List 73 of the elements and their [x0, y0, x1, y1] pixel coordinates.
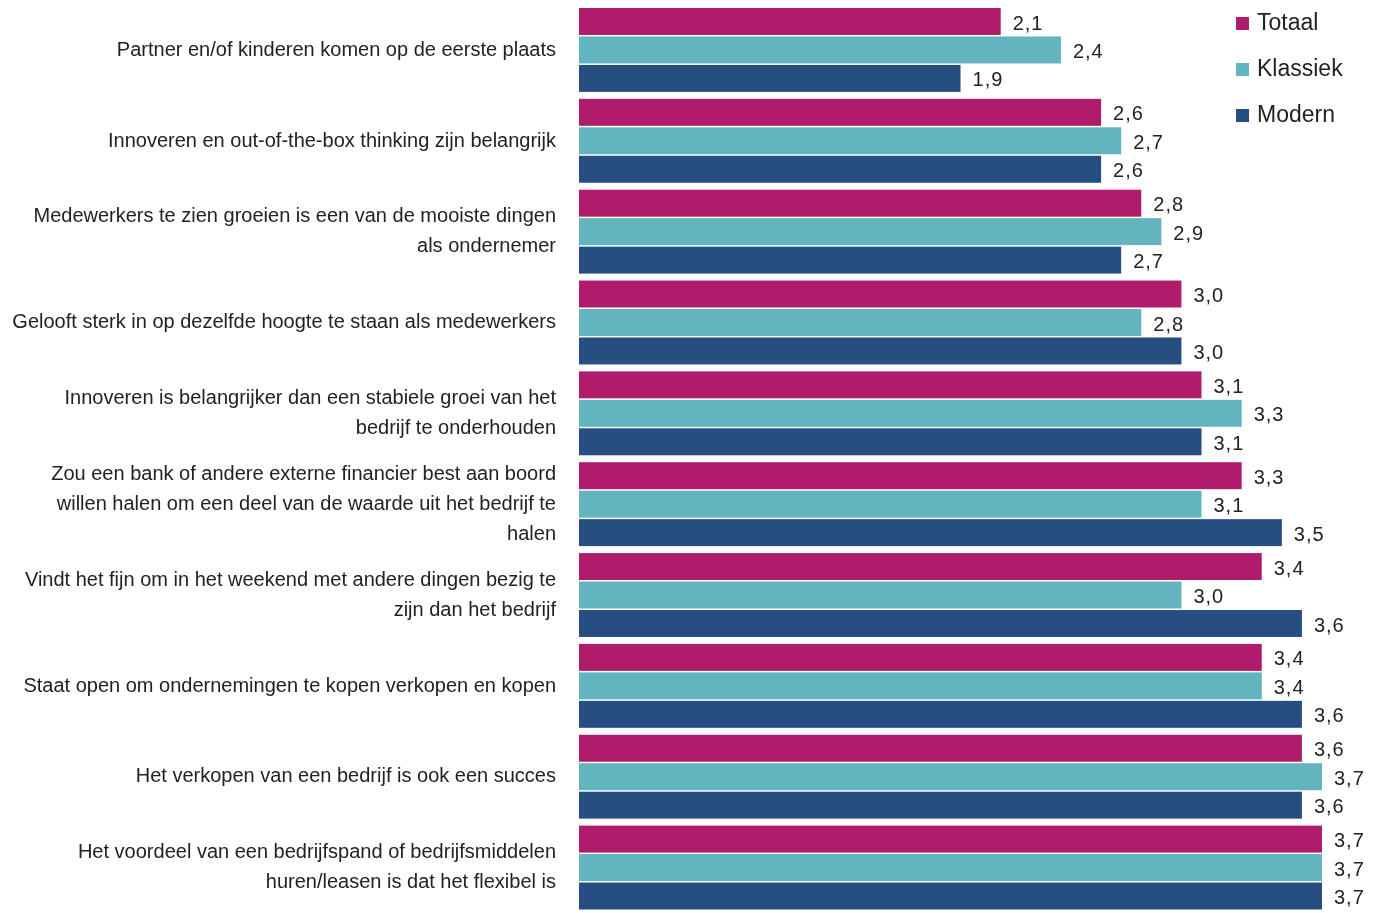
data-label: 3,0	[1193, 284, 1225, 307]
data-label: 2,4	[1072, 39, 1104, 62]
bar	[579, 64, 961, 92]
legend-label: Modern	[1257, 101, 1335, 128]
y-tick-label: Staat open om ondernemingen te kopen verkopen en kopen	[23, 673, 556, 696]
data-label: 3,6	[1313, 795, 1345, 818]
bar	[579, 763, 1322, 791]
bar	[579, 643, 1262, 671]
y-tick-label: Innoveren is belangrijker dan een stabiele groei van het bedrijf te onderhouden	[64, 386, 557, 439]
bar	[579, 280, 1182, 308]
y-tick-label: Vindt het fijn om in het weekend met andere dingen bezig te zijn dan het bedrijf	[24, 568, 557, 621]
legend-label: Totaal	[1257, 9, 1319, 36]
bar	[579, 854, 1322, 882]
bar	[579, 36, 1061, 64]
bar	[579, 519, 1282, 547]
data-label: 3,3	[1253, 465, 1285, 488]
bar	[579, 98, 1102, 126]
data-label: 2,1	[1012, 11, 1044, 34]
bar	[579, 882, 1322, 910]
data-label: 2,6	[1113, 159, 1144, 182]
data-label: 3,6	[1313, 613, 1345, 636]
bar	[579, 399, 1242, 427]
y-tick-label: Partner en/of kinderen komen op de eerste plaats	[116, 37, 556, 60]
bar	[579, 581, 1182, 609]
y-tick-label: Innoveren en out-of-the-box thinking zijn belangrijk	[107, 128, 557, 151]
data-label: 3,1	[1213, 431, 1245, 454]
data-label: 3,4	[1273, 647, 1305, 670]
bar	[579, 8, 1001, 35]
data-label: 3,1	[1213, 494, 1245, 517]
y-tick-label: Het voordeel van een bedrijfspand of bedrijfsmiddelen huren/leasen is dat het flexibel is	[77, 840, 556, 893]
data-label: 2,6	[1113, 102, 1144, 125]
bar	[579, 309, 1142, 336]
bar	[579, 371, 1202, 399]
data-label: 3,1	[1213, 374, 1245, 397]
data-label: 2,8	[1153, 312, 1185, 335]
bar	[579, 610, 1302, 637]
bar	[579, 337, 1182, 365]
data-label: 3,3	[1253, 403, 1285, 426]
data-label: 2,8	[1153, 193, 1185, 216]
data-label: 2,7	[1133, 130, 1164, 153]
data-label: 3,4	[1273, 675, 1305, 698]
data-label: 3,7	[1334, 886, 1365, 909]
bar	[579, 553, 1262, 581]
y-tick-label: Gelooft sterk in op dezelfde hoogte te staan als medewerkers	[12, 310, 556, 333]
data-label: 1,9	[972, 68, 1004, 91]
bar	[579, 189, 1142, 217]
data-label: 3,0	[1193, 585, 1225, 608]
data-label: 3,5	[1293, 522, 1325, 545]
bar	[579, 155, 1102, 183]
data-label: 3,7	[1334, 857, 1365, 880]
y-tick-label: Het verkopen van een bedrijf is ook een succes	[135, 764, 556, 787]
bar	[579, 791, 1302, 819]
bar	[579, 428, 1202, 456]
bar	[579, 700, 1302, 728]
data-label: 3,6	[1313, 738, 1345, 761]
data-label: 3,7	[1334, 766, 1365, 789]
bar	[579, 734, 1302, 762]
data-label: 3,6	[1313, 704, 1345, 727]
bar	[579, 462, 1242, 490]
bar	[579, 127, 1122, 155]
bar	[579, 218, 1162, 246]
data-label: 3,0	[1193, 340, 1225, 363]
y-tick-label: Medewerkers te zien groeien is een van de mooiste dingen als ondernemer	[33, 204, 557, 257]
data-label: 3,4	[1273, 556, 1305, 579]
y-tick-label: Zou een bank of andere externe financier best aan boord willen halen om een deel van de waarde uit het bedrijf te halen	[51, 462, 556, 545]
data-label: 2,7	[1133, 250, 1164, 273]
bar	[579, 825, 1322, 853]
data-label: 2,9	[1173, 221, 1205, 244]
bar	[579, 246, 1122, 274]
legend-label: Klassiek	[1257, 55, 1344, 82]
bar	[579, 672, 1262, 700]
bar	[579, 490, 1202, 518]
data-label: 3,7	[1334, 829, 1365, 852]
